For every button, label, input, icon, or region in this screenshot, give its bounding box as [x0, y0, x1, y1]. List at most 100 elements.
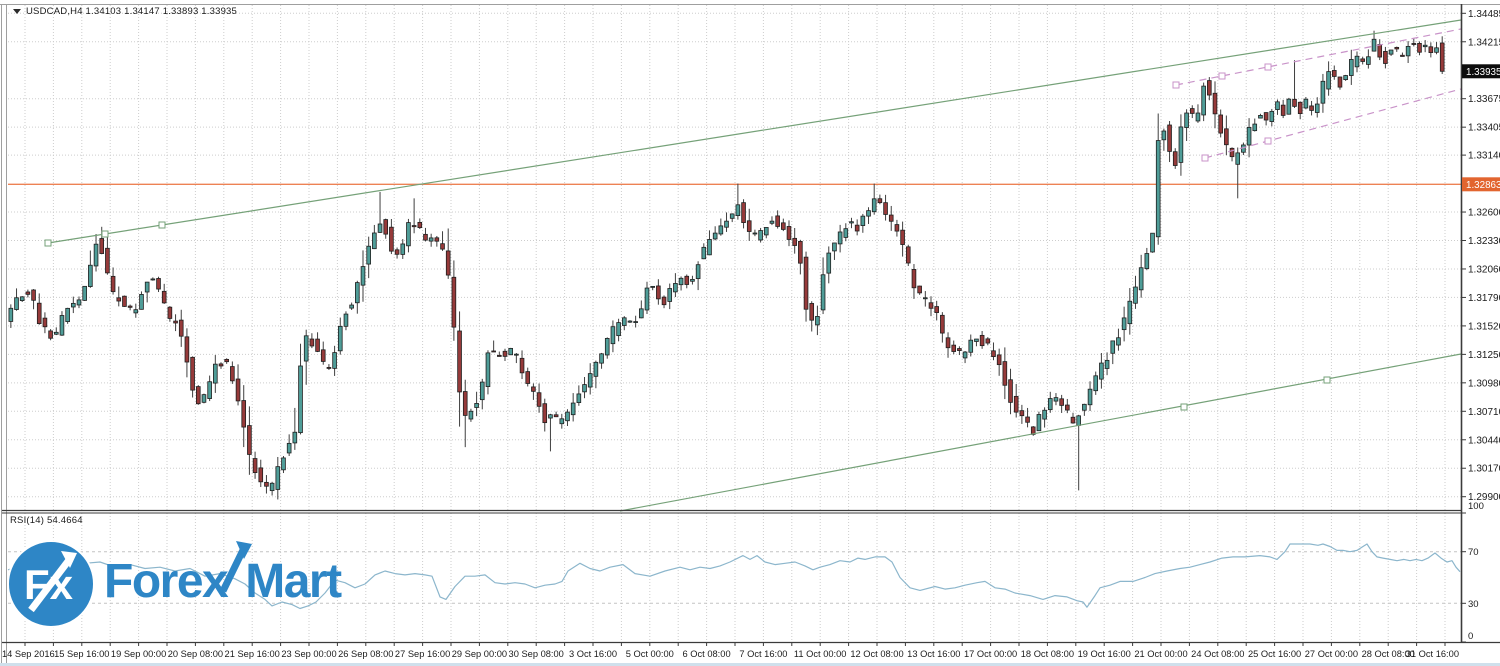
support-trendline-lower[interactable] [619, 353, 1462, 512]
trendline-handle[interactable] [1218, 72, 1226, 80]
candle [190, 356, 195, 398]
candle [1013, 384, 1019, 418]
candle [105, 234, 110, 275]
candle [173, 314, 178, 332]
trendline-handle[interactable] [44, 239, 52, 247]
candle [1292, 60, 1297, 108]
candle [610, 320, 616, 353]
candle [1405, 41, 1411, 63]
candle [718, 218, 724, 236]
candle [1184, 109, 1189, 141]
candle [928, 296, 934, 317]
candle [1178, 114, 1184, 176]
candle [1343, 74, 1348, 81]
candle [576, 385, 582, 406]
rsi-pane [7, 543, 1461, 610]
candle [1144, 247, 1150, 271]
candle [48, 329, 53, 341]
price-axis-label: 1.30170 [1468, 464, 1500, 475]
candle [553, 411, 559, 418]
candle [1280, 99, 1286, 119]
price-box-label: 1.32863 [1466, 180, 1500, 191]
candle [1104, 352, 1110, 376]
candle [389, 219, 394, 255]
rsi-line [7, 543, 1461, 610]
candle [888, 205, 894, 231]
candle [724, 212, 729, 232]
candle [650, 285, 655, 291]
time-axis-label: 3 Oct 16:00 [569, 649, 617, 659]
candle [122, 295, 127, 307]
candle [1263, 112, 1269, 126]
candle [1218, 109, 1223, 138]
forexmart-wordmark: Forex Mart [104, 541, 342, 608]
symbol-ohlc-text: USDCAD,H4 1.34103 1.34147 1.33893 1.3393… [26, 6, 238, 17]
candle [383, 218, 389, 239]
candle [678, 276, 684, 291]
candle [445, 228, 451, 279]
time-axis-label: 28 Oct 08:00 [1362, 649, 1415, 659]
candle [746, 208, 752, 241]
candle [366, 236, 371, 279]
candle [820, 257, 826, 315]
trendline-handle[interactable] [1323, 376, 1331, 384]
candle [1377, 39, 1383, 61]
candle [411, 198, 417, 234]
candle [758, 227, 763, 243]
candle [241, 385, 247, 448]
candle [377, 192, 383, 233]
candle [25, 289, 31, 298]
candle [428, 233, 434, 247]
candle [127, 304, 133, 311]
time-axis-label: 12 Oct 08:00 [850, 649, 903, 659]
candle [1303, 97, 1309, 110]
candle [860, 213, 866, 233]
trendline-handle[interactable] [1201, 154, 1209, 162]
time-axis-label: 21 Oct 00:00 [1134, 649, 1187, 659]
rsi-axis-label: 100 [1468, 501, 1484, 512]
trendline-handle[interactable] [1172, 81, 1180, 89]
support-trendline-upper[interactable] [47, 19, 1462, 244]
price-axis-label: 1.34485 [1468, 9, 1500, 20]
time-axis-label: 17 Oct 00:00 [964, 649, 1017, 659]
candle [695, 261, 701, 291]
trendline-handle[interactable] [1180, 403, 1188, 411]
candle [781, 218, 786, 232]
candle [400, 239, 406, 259]
candle [1337, 76, 1343, 90]
candle [1286, 97, 1292, 115]
trendline-handle[interactable] [158, 221, 166, 229]
candle [690, 275, 695, 285]
price-axis-label: 1.33405 [1468, 123, 1500, 134]
rsi-indicator-label: RSI(14) 54.4664 [10, 515, 83, 526]
trendline-handle[interactable] [101, 230, 109, 238]
grid [8, 5, 1461, 642]
candle [911, 264, 917, 299]
channel-line-lower[interactable] [1204, 88, 1462, 159]
candle [582, 377, 587, 399]
candle [775, 210, 780, 229]
candle [156, 276, 161, 293]
time-axis-label: 31 Oct 16:00 [1406, 649, 1459, 659]
logo-text-mart: Mart [245, 555, 342, 608]
candle [417, 218, 423, 229]
candle [65, 307, 70, 324]
dropdown-arrow-icon[interactable] [13, 9, 21, 14]
trendline-handle[interactable] [1264, 137, 1272, 145]
candle [1189, 105, 1195, 119]
trendline-handle[interactable] [1264, 63, 1272, 71]
candle [59, 311, 65, 336]
candle [1258, 113, 1263, 119]
candle [729, 213, 735, 223]
candle [434, 235, 440, 247]
candle [792, 227, 797, 254]
candle [519, 350, 525, 380]
candle [1065, 398, 1070, 414]
candle [508, 347, 513, 356]
candle [1394, 46, 1400, 52]
candle [923, 291, 928, 307]
candle [252, 451, 258, 479]
candle [809, 301, 815, 332]
candle [1297, 101, 1303, 120]
